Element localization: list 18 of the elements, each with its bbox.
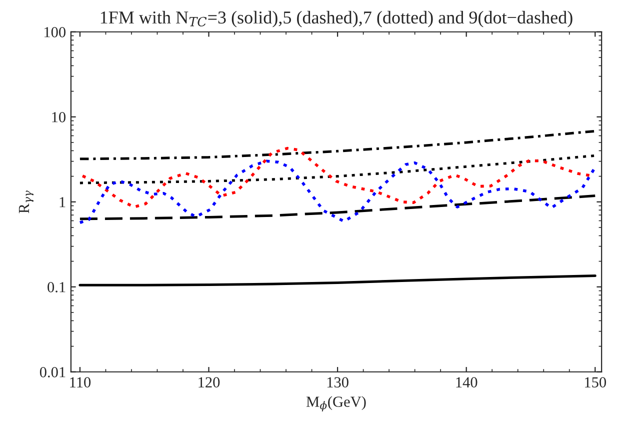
- line-series: [78, 154, 596, 184]
- line-series: [78, 130, 596, 160]
- x-tick-label: 130: [327, 377, 348, 388]
- x-tick-label: 150: [585, 377, 606, 388]
- line-series: [78, 274, 596, 286]
- chart-title: 1FM with N$_{TC}$=3 (solid),5 (dashed),7 (dotted) and 9(dot−dashed): [100, 10, 572, 28]
- y-tick-label: 0.01: [40, 367, 66, 378]
- y-tick-label: 10: [52, 112, 66, 122]
- y-tick-label: 1: [60, 197, 66, 208]
- y-tick-label: 100: [44, 27, 66, 38]
- x-tick-label: 110: [70, 377, 91, 388]
- x-axis-title: M$_{ϕ}$(GeV): [306, 396, 366, 412]
- x-tick-label: 120: [198, 377, 220, 388]
- y-tick-label: 0.1: [48, 282, 66, 292]
- y-axis-title: R$_{γγ}$: [18, 190, 34, 214]
- line-series: [78, 160, 597, 224]
- line-series: [78, 194, 596, 220]
- x-tick-label: 140: [456, 377, 478, 388]
